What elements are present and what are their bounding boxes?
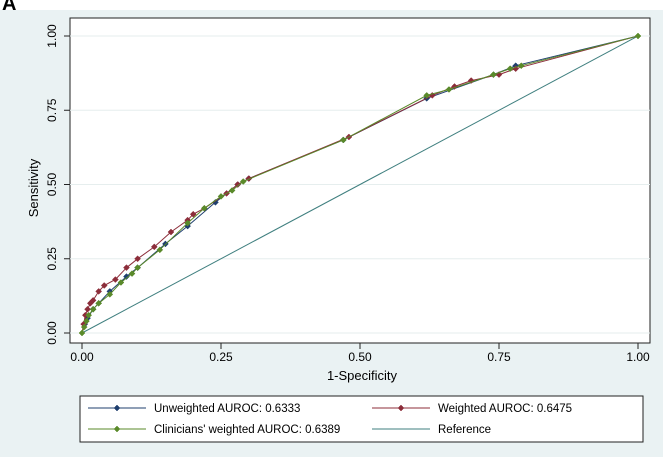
series-point [112,276,119,283]
series-point [134,264,141,272]
series-point [106,291,114,298]
series-point [89,305,97,313]
series-point [239,178,247,185]
legend-marker [113,425,121,433]
series-layer [78,32,642,337]
x-tick-label: 0.25 [209,350,233,364]
grid-lines [70,35,650,334]
y-tick-label: 1.00 [45,24,59,48]
x-tick-label: 0.00 [70,350,94,364]
legend-label: Reference [438,424,491,436]
series-point [228,187,236,194]
y-tick-label: 0.50 [45,172,59,196]
series-point [217,193,225,200]
series-point [156,246,164,254]
series-point [234,181,242,188]
x-tick-label: 0.50 [348,350,372,364]
x-axis-label: 1-Specificity [327,368,398,383]
series-point [634,32,642,40]
y-axis-label: Sensitivity [26,158,41,217]
series-point [506,65,514,73]
legend-label: Clinicians' weighted AUROC: 0.6389 [154,424,340,436]
series-point [85,311,93,319]
plot-area [69,17,651,344]
series-2 [78,32,642,337]
series-point [84,305,91,313]
series-point [128,270,136,277]
series-point [123,264,130,272]
series-point [490,71,497,78]
series-point [80,323,88,331]
x-tick-label: 0.75 [487,350,511,364]
series-point [200,204,208,212]
series-3 [81,35,639,334]
series-point [78,329,86,337]
series-line [81,35,639,334]
series-point [134,255,141,263]
axes: 0.00 0.25 0.50 0.75 1.00 0.00 0.25 0.50 0.75 1.00 [45,24,650,364]
legend-marker [113,404,121,412]
series-point [117,279,125,286]
series-point [150,243,158,251]
legend-label: Unweighted AUROC: 0.6333 [154,403,300,415]
legend-marker [397,404,405,412]
series-point [339,136,347,144]
series-point [184,219,191,227]
series-point [83,317,90,325]
y-tick-label: 0.00 [45,321,59,345]
series-point [517,62,525,70]
x-tick-label: 1.00 [626,350,650,364]
series-point [445,86,453,93]
series-point [95,299,103,307]
series-point [189,210,197,218]
legend-box [79,395,644,443]
series-point [89,296,97,304]
y-tick-label: 0.75 [45,98,59,122]
series-point [95,288,103,295]
series-point [423,92,431,99]
legend-label: Weighted AUROC: 0.6475 [438,403,572,415]
series-point [167,228,175,236]
series-point [100,282,108,289]
series-point [123,273,130,280]
y-tick-label: 0.25 [45,247,59,271]
legend: Unweighted AUROC: 0.6333 Weighted AUROC: … [79,395,644,443]
